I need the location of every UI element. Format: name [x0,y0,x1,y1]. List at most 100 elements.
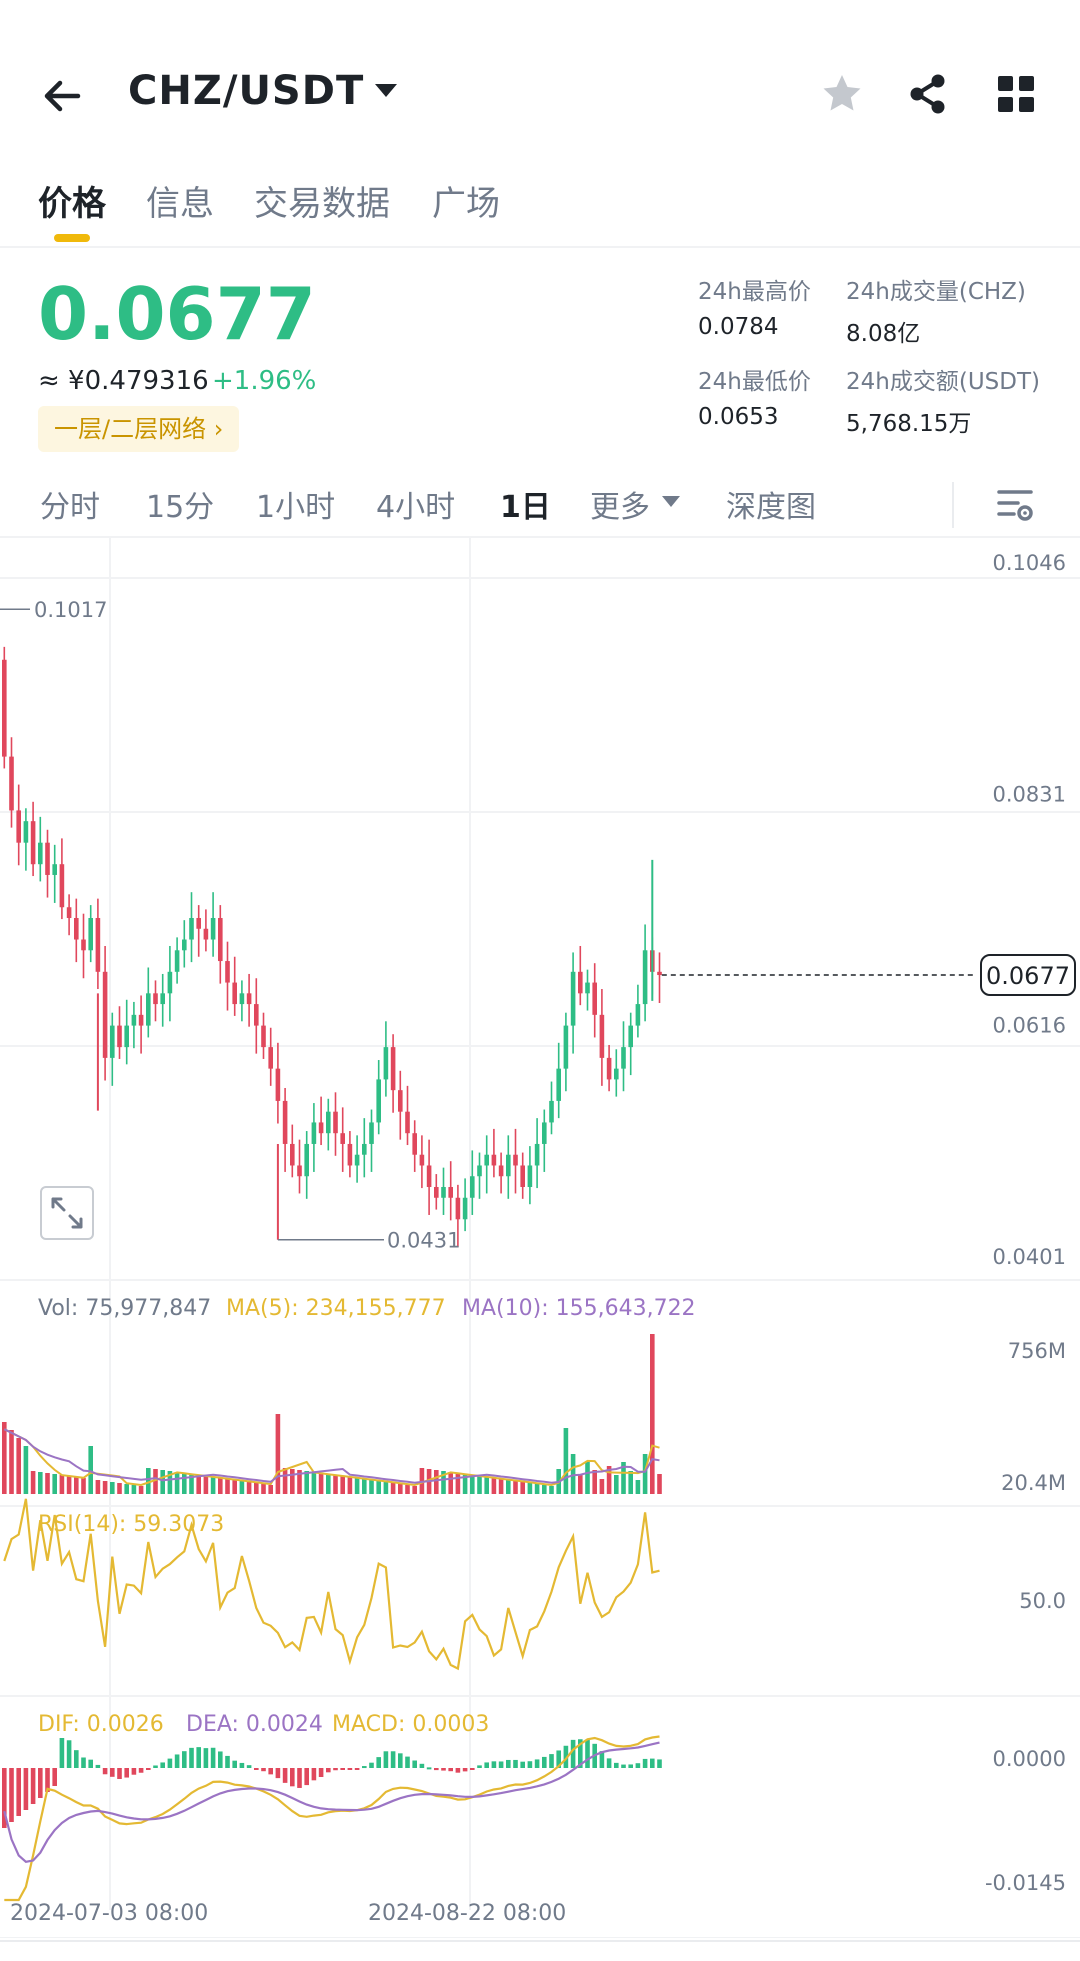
volume-bar [585,1461,590,1494]
volume-bar [534,1484,540,1494]
macd-histogram-bar [520,1761,525,1768]
candle-body [520,1165,525,1187]
candle-body [506,1154,511,1177]
tab-trading-data[interactable]: 交易数据 [254,184,390,224]
candle-body [628,1025,633,1048]
candle-body [146,993,151,1026]
candle-body [340,1133,345,1144]
macd-histogram-bar [412,1760,417,1768]
macd-histogram-bar [311,1768,317,1781]
macd-histogram-bar [254,1768,259,1770]
volume-bar [470,1475,475,1494]
interval-15m[interactable]: 15分 [146,490,215,525]
macd-histogram-bar [102,1768,108,1775]
volume-bar [354,1478,360,1494]
macd-histogram-bar [290,1768,295,1787]
pair-title[interactable]: CHZ/USDT [128,68,365,114]
top-bar: CHZ/USDT [0,40,1080,150]
volume-bar [520,1482,525,1494]
macd-histogram-bar [146,1768,151,1770]
candle-body [2,659,7,757]
high-marker-label: 0.1017 [34,598,107,622]
macd-histogram-bar [542,1756,547,1768]
macd-histogram-bar [448,1768,453,1772]
candle-body [498,1165,504,1177]
candle-body [88,918,93,951]
candle-body [124,1025,129,1048]
macd-histogram-bar [383,1751,389,1768]
volume-bar [225,1479,230,1494]
interval-depth-chart[interactable]: 深度图 [726,490,816,525]
caret-down-icon[interactable] [375,84,397,97]
macd-histogram [2,1735,662,1902]
volume-bar [160,1470,165,1494]
interval-1h[interactable]: 1小时 [256,490,336,525]
macd-histogram-bar [484,1762,489,1768]
price-axis-label: 0.1046 [993,551,1066,575]
tab-price[interactable]: 价格 [38,184,106,224]
divider [0,1940,1080,1942]
volume-bar [498,1479,504,1494]
candle-body [455,1197,461,1220]
volume-bar [81,1478,86,1494]
interval-more[interactable]: 更多 [590,490,650,525]
volume-bar [484,1477,489,1494]
interval-timeline[interactable]: 分时 [40,490,100,525]
volume-bar [131,1485,137,1494]
stat-high-label: 24h最高价 [698,279,811,305]
macd-histogram-bar [304,1768,309,1786]
candle-body [642,950,648,1005]
candle-body [347,1143,353,1166]
macd-histogram-bar [297,1768,302,1788]
volume-bar [88,1446,93,1494]
macd-histogram-bar [434,1768,439,1771]
volume-axis-label: 20.4M [1001,1471,1066,1495]
macd-histogram-bar [534,1759,540,1768]
expand-chart-icon[interactable] [40,1186,94,1240]
volume-bar [290,1469,295,1494]
interval-1d[interactable]: 1日 [500,490,551,525]
volume-bar [376,1481,381,1494]
macd-histogram-bar [318,1768,324,1777]
candle-body [246,993,252,1005]
candle-body [59,864,65,908]
macd-axis-label: 0.0000 [993,1747,1066,1771]
candle-body [534,1143,540,1166]
volume-bar [210,1477,216,1494]
chart-settings-icon[interactable] [996,486,1034,524]
volume-bar [196,1475,201,1494]
candle-body [390,1047,396,1091]
low-marker-label: 0.0431 [387,1229,460,1253]
grid-menu-icon[interactable] [996,74,1036,114]
macd-histogram-bar [326,1768,331,1773]
sector-tag[interactable]: 一层/二层网络 › [38,406,240,452]
macd-histogram-bar [354,1768,360,1770]
date-axis-label: 2024-07-03 08:00 [10,1901,208,1926]
macd-histogram-bar [506,1759,511,1768]
tab-square[interactable]: 广场 [432,184,500,224]
candle-body [635,1004,641,1026]
candle-body [556,1068,561,1101]
caret-down-icon[interactable] [662,496,680,507]
rsi-legend: RSI(14): 59.3073 [38,1512,225,1537]
star-icon[interactable] [818,70,866,118]
macd-histogram-bar [606,1758,612,1768]
volume-bar [340,1476,345,1494]
interval-4h[interactable]: 4小时 [376,490,456,525]
share-icon[interactable] [904,70,952,118]
active-tab-indicator [54,234,90,242]
tab-info[interactable]: 信息 [146,184,214,224]
candle-body [412,1133,417,1155]
volume-bar [268,1485,273,1494]
macd-histogram-bar [340,1768,345,1770]
volume-bar [390,1483,396,1494]
volume-bar [606,1466,612,1494]
macd-histogram-bar [232,1760,237,1768]
volume-bar [527,1483,533,1494]
volume-bar [542,1485,547,1494]
macd-histogram-bar [174,1754,180,1768]
back-arrow-icon[interactable] [38,72,86,120]
kline-chart[interactable]: 0.1046 0.0831 0.0616 0.0401 0.1017 0.0431 756M… [0,538,1080,1938]
volume-bar [110,1482,115,1494]
volume-bar [239,1481,245,1494]
